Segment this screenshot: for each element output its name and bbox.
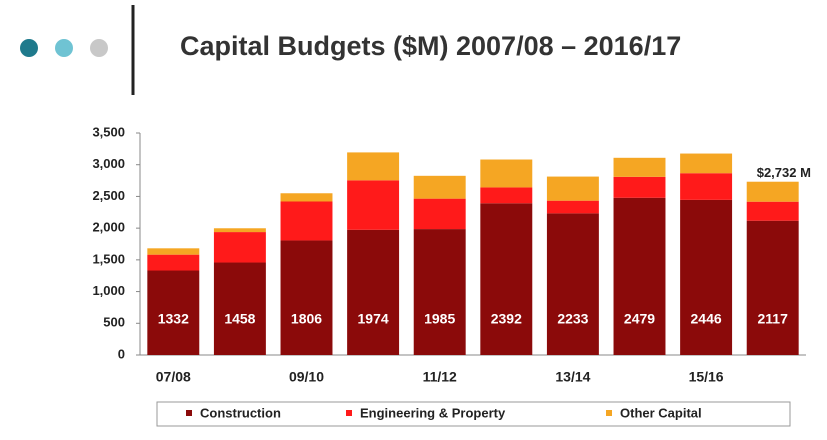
bar-segment [280,201,333,241]
legend-label: Other Capital [620,405,702,420]
x-tick-label: 15/16 [689,369,724,385]
x-tick-label: 11/12 [423,369,457,385]
x-tick-label: 09/10 [289,369,324,385]
bar-segment [680,173,733,200]
decor-dot [20,39,38,57]
bar-segment [613,176,666,198]
legend-swatch [346,410,352,416]
bar-segment [280,240,333,355]
bar-segment [147,254,200,271]
bar-segment [480,187,533,204]
bar-segment [546,200,599,214]
y-tick-label: 3,500 [92,124,125,139]
legend-box [156,401,791,427]
decor-dot [55,39,73,57]
bar-segment [213,228,266,233]
data-label: 1985 [424,311,455,327]
annotation: $2,732 M [757,165,811,180]
y-tick-label: 2,000 [92,220,125,235]
data-label: 2392 [491,311,522,327]
x-tick-label: 13/14 [555,369,590,385]
data-label: 1806 [291,311,322,327]
data-label: 2446 [691,311,722,327]
legend-label: Construction [200,405,281,420]
bar-segment [413,175,466,199]
y-tick-label: 500 [103,315,125,330]
bar-segment [347,180,400,230]
bar-segment [680,199,733,355]
bar-segment [213,262,266,355]
y-tick-label: 0 [118,346,125,361]
bar-segment [413,229,466,355]
bar-segment [147,270,200,355]
bar-segment [480,203,533,355]
bar-segment [413,198,466,230]
bar-segment [746,220,799,355]
y-tick-label: 2,500 [92,188,125,203]
data-label: 1974 [358,311,389,327]
data-label: 1332 [158,311,189,327]
bar-segment [213,232,266,263]
bar-segment [746,201,799,221]
data-label: 2117 [758,311,789,327]
bar-segment [546,213,599,355]
y-tick-label: 1,000 [92,283,125,298]
bar-segment [546,176,599,201]
bar-segment [613,157,666,177]
y-tick-label: 3,000 [92,156,125,171]
legend-swatch [186,410,192,416]
bar-segment [480,159,533,188]
x-tick-label: 07/08 [156,369,191,385]
y-tick-label: 1,500 [92,251,125,266]
data-label: 1458 [224,311,255,327]
bar-segment [347,229,400,355]
bar-segment [746,181,799,202]
legend-swatch [606,410,612,416]
chart-title: Capital Budgets ($M) 2007/08 – 2016/17 [180,31,681,61]
bar-segment [347,152,400,181]
data-label: 2233 [557,311,588,327]
bar-segment [680,153,733,174]
decor-dot [90,39,108,57]
bar-segment [613,197,666,355]
data-label: 2479 [624,311,655,327]
bar-segment [147,248,200,255]
bar-segment [280,193,333,202]
legend-label: Engineering & Property [360,405,506,420]
